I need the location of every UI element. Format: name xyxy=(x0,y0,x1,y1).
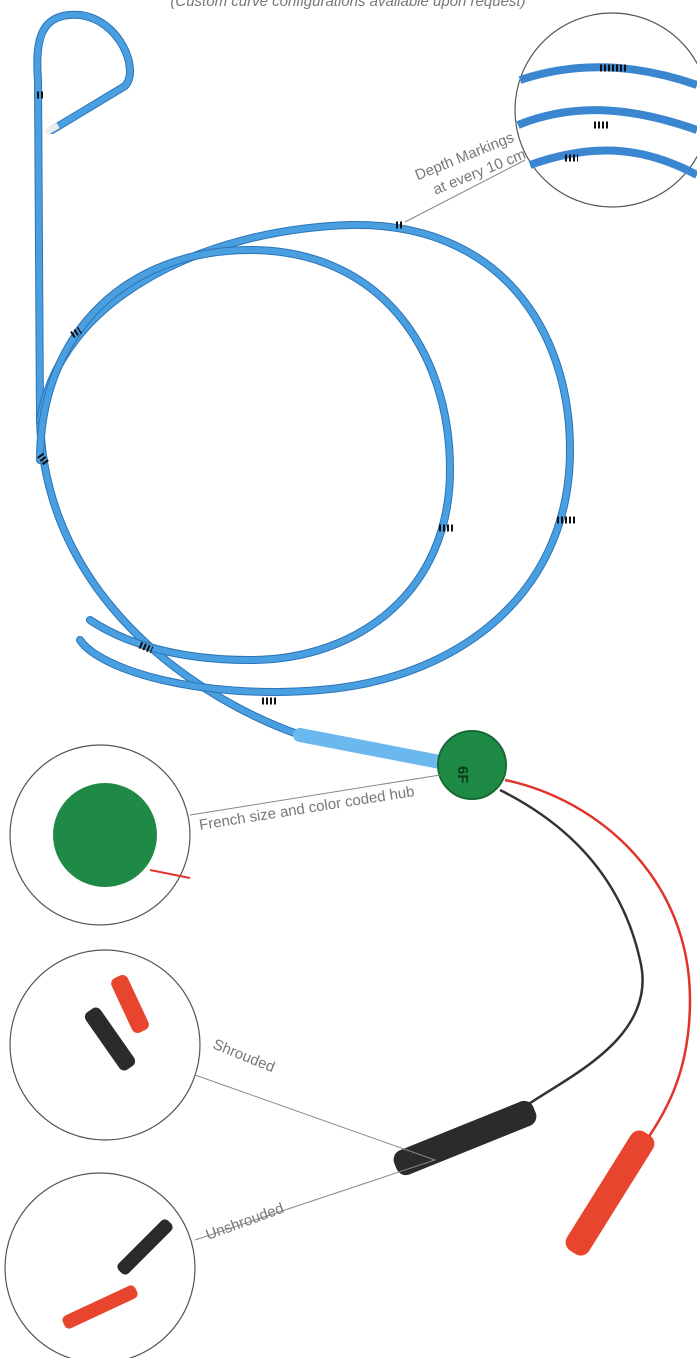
zoom-unshrouded xyxy=(4,1172,196,1358)
callout-text: Unshrouded xyxy=(204,1200,287,1244)
black-lead-wire xyxy=(499,788,644,1112)
catheter-tip xyxy=(44,122,60,136)
catheter-tube xyxy=(34,11,443,763)
strain-relief xyxy=(293,728,447,769)
depth-mark xyxy=(37,452,49,466)
depth-mark xyxy=(70,327,82,338)
hub xyxy=(437,730,507,800)
zoom-red-connector xyxy=(111,974,149,1034)
zoom-red-plug xyxy=(62,1285,138,1329)
hub-size: 6F xyxy=(454,766,471,784)
callout-depth: Depth Markings at every 10 cm xyxy=(413,129,529,198)
catheter-shadow xyxy=(33,10,444,764)
red-lead-wire xyxy=(504,778,692,1151)
zoom-wire xyxy=(149,869,191,879)
zoom-hub-disc xyxy=(53,783,157,887)
inner-loop xyxy=(37,246,454,664)
zoom-black-connector xyxy=(84,1007,136,1071)
black-connector xyxy=(393,1100,537,1176)
leader-line xyxy=(189,774,441,816)
red-connector xyxy=(565,1130,655,1256)
header-note: (Custom curve configurations available u… xyxy=(170,0,525,10)
leader-line xyxy=(404,159,526,223)
leader-line xyxy=(194,1074,437,1241)
catheter xyxy=(33,10,575,769)
zoom-black-plug xyxy=(117,1219,173,1275)
callout-text: Shrouded xyxy=(211,1036,278,1076)
